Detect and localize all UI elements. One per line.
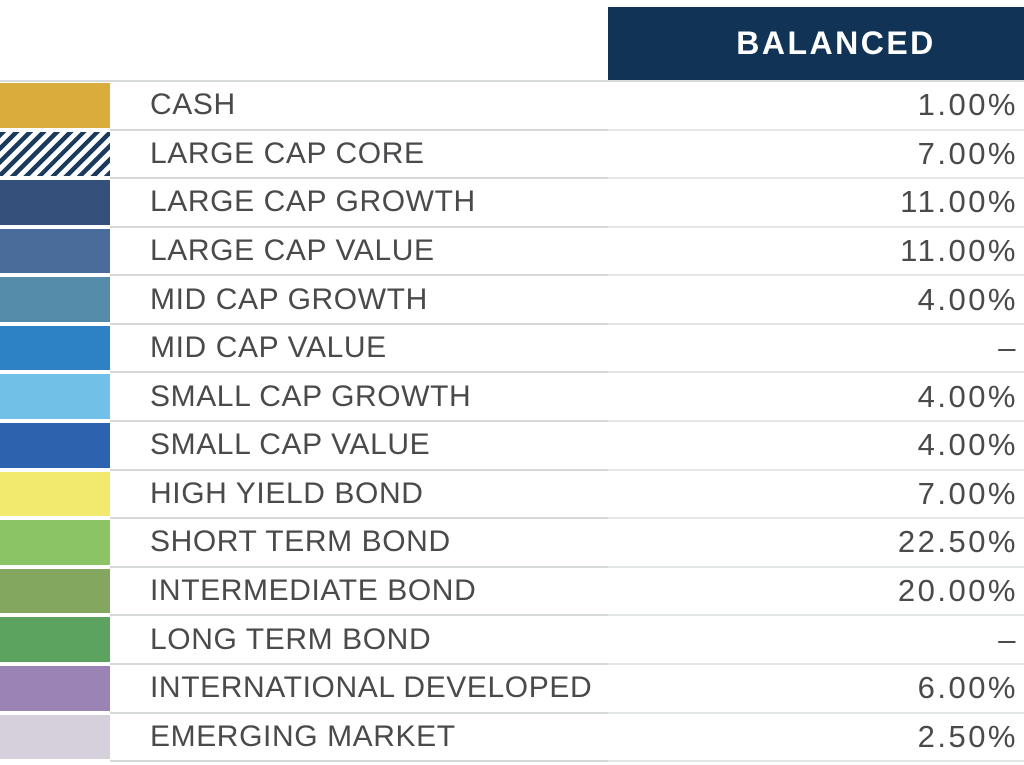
asset-class-label: INTERMEDIATE BOND — [110, 568, 608, 617]
table-row: CASH 1.00% — [0, 82, 1024, 131]
asset-class-label: HIGH YIELD BOND — [110, 471, 608, 520]
table-row: LARGE CAP GROWTH 11.00% — [0, 179, 1024, 228]
asset-class-label: LONG TERM BOND — [110, 616, 608, 665]
table-row: MID CAP VALUE – — [0, 325, 1024, 374]
allocation-value: – — [608, 325, 1024, 374]
swatch-cell — [0, 325, 110, 374]
swatch-cell — [0, 568, 110, 617]
allocation-value: 6.00% — [608, 665, 1024, 714]
allocation-value: – — [608, 616, 1024, 665]
asset-class-label: CASH — [110, 82, 608, 131]
allocation-value: 7.00% — [608, 131, 1024, 180]
color-swatch — [0, 665, 110, 711]
table-row: INTERNATIONAL DEVELOPED 6.00% — [0, 665, 1024, 714]
table-row: LONG TERM BOND – — [0, 616, 1024, 665]
table-row: HIGH YIELD BOND 7.00% — [0, 471, 1024, 520]
allocation-value: 11.00% — [608, 179, 1024, 228]
allocation-value: 20.00% — [608, 568, 1024, 617]
asset-class-label: INTERNATIONAL DEVELOPED — [110, 665, 608, 714]
asset-class-label: SMALL CAP VALUE — [110, 422, 608, 471]
swatch-cell — [0, 422, 110, 471]
asset-class-label: EMERGING MARKET — [110, 714, 608, 763]
swatch-cell — [0, 82, 110, 131]
balanced-column-header-label: BALANCED — [736, 25, 936, 61]
swatch-cell — [0, 616, 110, 665]
color-swatch — [0, 131, 110, 177]
table-row: INTERMEDIATE BOND 20.00% — [0, 568, 1024, 617]
allocation-value: 22.50% — [608, 519, 1024, 568]
color-swatch — [0, 228, 110, 274]
color-swatch — [0, 617, 110, 662]
color-swatch — [0, 83, 110, 128]
asset-class-label: MID CAP VALUE — [110, 325, 608, 374]
color-swatch — [0, 277, 110, 322]
allocation-value: 7.00% — [608, 471, 1024, 520]
swatch-cell — [0, 471, 110, 520]
allocation-value: 2.50% — [608, 714, 1024, 763]
swatch-cell — [0, 665, 110, 714]
allocation-value: 1.00% — [608, 82, 1024, 131]
swatch-cell — [0, 714, 110, 763]
table-row: LARGE CAP VALUE 11.00% — [0, 228, 1024, 277]
asset-class-label: MID CAP GROWTH — [110, 276, 608, 325]
color-swatch — [0, 423, 110, 468]
table-row: LARGE CAP CORE 7.00% — [0, 131, 1024, 180]
table-row: SHORT TERM BOND 22.50% — [0, 519, 1024, 568]
table-row: EMERGING MARKET 2.50% — [0, 714, 1024, 763]
swatch-cell — [0, 131, 110, 180]
allocation-table: CASH 1.00% LARGE CAP CORE 7.00% LARGE CA… — [0, 80, 1024, 763]
color-swatch — [0, 374, 110, 420]
color-swatch — [0, 325, 110, 371]
swatch-cell — [0, 228, 110, 277]
color-swatch — [0, 568, 110, 614]
table-row: SMALL CAP GROWTH 4.00% — [0, 373, 1024, 423]
color-swatch — [0, 714, 110, 760]
allocation-value: 4.00% — [608, 276, 1024, 325]
asset-class-label: LARGE CAP CORE — [110, 131, 608, 180]
color-swatch — [0, 180, 110, 225]
swatch-cell — [0, 373, 110, 422]
table-row: SMALL CAP VALUE 4.00% — [0, 422, 1024, 471]
swatch-cell — [0, 519, 110, 568]
asset-class-label: LARGE CAP VALUE — [110, 228, 608, 277]
color-swatch — [0, 520, 110, 565]
allocation-value: 4.00% — [608, 373, 1024, 423]
table-row: MID CAP GROWTH 4.00% — [0, 276, 1024, 325]
balanced-column-header: BALANCED — [608, 7, 1024, 80]
asset-class-label: LARGE CAP GROWTH — [110, 179, 608, 228]
asset-class-label: SMALL CAP GROWTH — [110, 373, 608, 423]
allocation-value: 11.00% — [608, 228, 1024, 277]
asset-class-label: SHORT TERM BOND — [110, 519, 608, 568]
color-swatch — [0, 471, 110, 517]
swatch-cell — [0, 276, 110, 325]
allocation-value: 4.00% — [608, 422, 1024, 471]
swatch-cell — [0, 179, 110, 228]
